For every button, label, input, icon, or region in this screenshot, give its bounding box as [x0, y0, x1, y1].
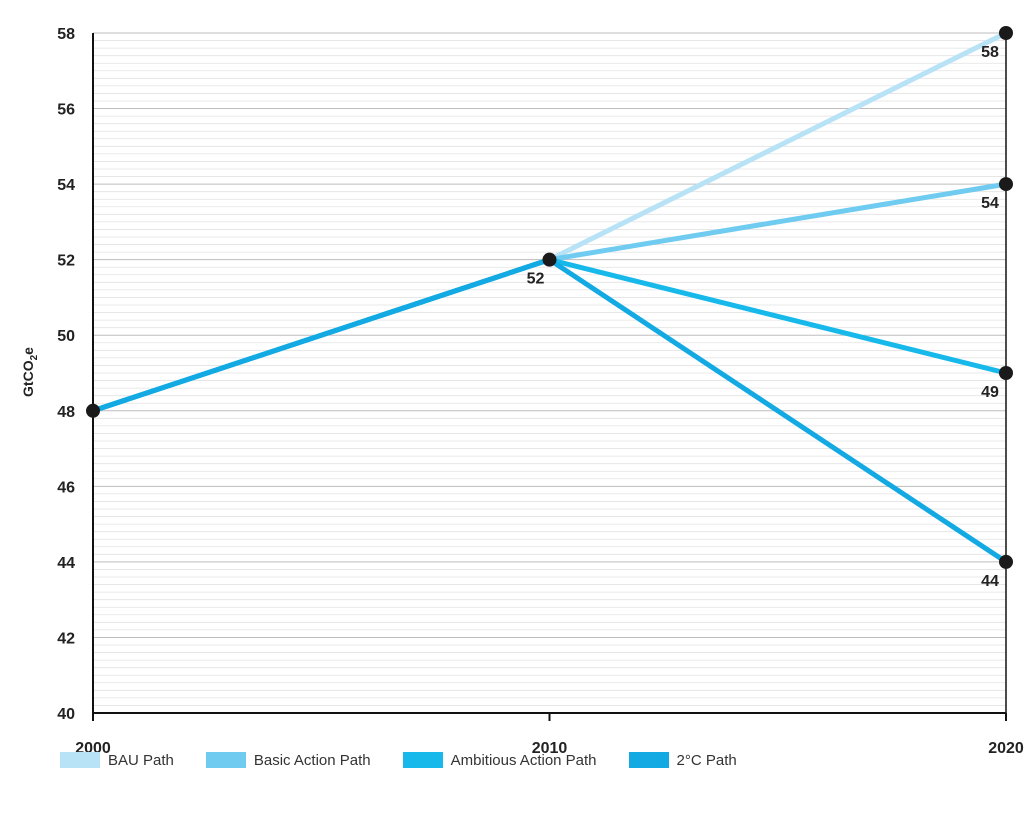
y-axis-label: GtCO2e	[20, 347, 40, 397]
y-tick-label: 46	[57, 479, 75, 496]
data-label: 58	[981, 44, 999, 61]
y-tick-label: 52	[57, 253, 75, 270]
y-tick-label: 58	[57, 26, 75, 43]
data-label: 44	[981, 573, 999, 590]
data-label: 52	[527, 271, 545, 288]
legend-swatch	[205, 752, 246, 768]
y-tick-label: 56	[57, 102, 75, 119]
legend-swatch	[628, 752, 669, 768]
y-tick-label: 54	[57, 177, 75, 194]
legend-label: 2°C Path	[676, 751, 737, 769]
y-tick-label: 42	[57, 630, 75, 647]
legend-label: BAU Path	[108, 751, 174, 769]
data-labels: 52 58 54 49 44	[527, 44, 999, 590]
legend-label: Basic Action Path	[253, 751, 371, 769]
data-point-marker	[542, 252, 557, 267]
y-tick-label: 44	[57, 555, 75, 572]
legend-swatch	[60, 752, 100, 768]
y-axis-label-subscript: 2	[29, 354, 40, 360]
x-tick-label: 2010	[532, 740, 568, 757]
data-point-marker	[999, 554, 1013, 569]
y-axis-ticks: 40 42 44 46 48 50 52 54 56 58	[57, 26, 75, 723]
x-tick-label: 2020	[988, 740, 1024, 757]
y-tick-label: 50	[57, 328, 75, 345]
y-axis-label-main: GtCO	[20, 360, 36, 397]
data-point-marker	[86, 403, 100, 418]
x-axis-ticks: 2000 2010 2020	[75, 713, 1024, 757]
legend-item: Ambitious Action Path	[402, 751, 597, 769]
data-point-marker	[999, 26, 1013, 40]
legend-label: Ambitious Action Path	[450, 751, 597, 769]
y-tick-label: 48	[57, 404, 75, 421]
legend-item: Basic Action Path	[205, 751, 371, 769]
legend-item: BAU Path	[60, 752, 174, 769]
grid-lines	[93, 32, 1006, 714]
legend: BAU Path Basic Action Path Ambitious Actio…	[60, 750, 769, 770]
y-tick-label: 40	[57, 706, 75, 723]
legend-swatch	[402, 752, 443, 768]
data-point-marker	[999, 177, 1013, 192]
y-axis-label-tail: e	[20, 347, 36, 355]
legend-item: 2°C Path	[628, 751, 737, 769]
data-markers	[86, 26, 1013, 569]
data-label: 54	[981, 195, 999, 212]
data-label: 49	[981, 384, 999, 401]
data-point-marker	[999, 366, 1013, 380]
